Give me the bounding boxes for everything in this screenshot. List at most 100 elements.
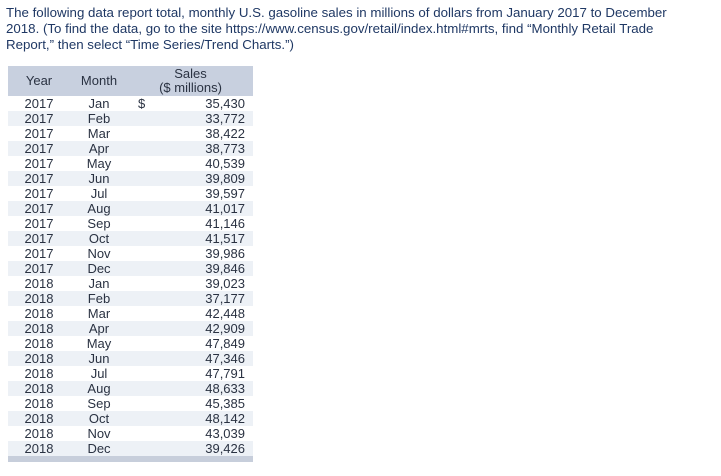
sales-cell: 47,849 <box>128 336 253 351</box>
month-cell: May <box>86 156 112 171</box>
sales-cell: 39,986 <box>128 246 253 261</box>
year-cell: 2017 <box>8 141 70 156</box>
sales-cell: 41,146 <box>128 216 253 231</box>
month-column-header: Month <box>70 66 128 96</box>
table-row: 2018 Apr 42,909 <box>8 321 253 336</box>
sales-cell: 39,426 <box>128 441 253 456</box>
table-row: 2017 Feb 33,772 <box>8 111 253 126</box>
sales-value: 48,142 <box>205 411 245 426</box>
year-cell: 2017 <box>8 111 70 126</box>
year-cell: 2018 <box>24 366 54 381</box>
month-cell: Aug <box>70 381 128 396</box>
month-cell: Jan <box>88 276 110 291</box>
table-row: 2017 Mar 38,422 <box>8 126 253 141</box>
table-row: 2017 Jan $ 35,430 <box>8 96 253 111</box>
month-cell: Mar <box>87 126 111 141</box>
sales-value: 35,430 <box>205 96 245 111</box>
year-cell: 2017 <box>24 126 54 141</box>
year-cell: 2018 <box>8 321 70 336</box>
sales-value: 47,849 <box>205 336 245 351</box>
sales-value: 38,773 <box>205 141 245 156</box>
sales-cell: 48,142 <box>128 411 253 426</box>
sales-value: 41,146 <box>205 216 245 231</box>
month-cell: Jun <box>70 351 128 366</box>
year-cell: 2017 <box>24 96 54 111</box>
year-cell: 2018 <box>8 441 70 456</box>
month-cell: Oct <box>70 411 128 426</box>
table-row: 2017 Dec 39,846 <box>8 261 253 276</box>
sales-cell: 33,772 <box>128 111 253 126</box>
sales-cell: 39,846 <box>128 261 253 276</box>
footer-bar-row <box>8 456 253 462</box>
sales-cell: 42,909 <box>128 321 253 336</box>
table-row: 2018 Nov 43,039 <box>8 426 253 441</box>
sales-value: 41,517 <box>205 231 245 246</box>
month-cell: Aug <box>70 201 128 216</box>
header-row: Year Month Sales ($ millions) <box>8 66 253 96</box>
year-cell: 2017 <box>24 156 54 171</box>
currency-symbol: $ <box>138 96 146 111</box>
sales-value: 38,422 <box>205 126 245 141</box>
month-cell: May <box>86 336 112 351</box>
month-cell: Feb <box>70 111 128 126</box>
month-cell: Sep <box>87 396 111 411</box>
sales-cell: 47,346 <box>128 351 253 366</box>
table-row: 2018 Jul 47,791 <box>8 366 253 381</box>
sales-value: 40,539 <box>205 156 245 171</box>
year-cell: 2017 <box>24 246 54 261</box>
sales-cell: 40,539 <box>128 156 253 171</box>
sales-value: 42,448 <box>205 306 245 321</box>
table-row: 2017 Nov 39,986 <box>8 246 253 261</box>
sales-value: 43,039 <box>205 426 245 441</box>
sales-value: 42,909 <box>205 321 245 336</box>
table-footer <box>8 456 253 462</box>
table-row: 2017 May 40,539 <box>8 156 253 171</box>
sales-cell: 38,422 <box>128 126 253 141</box>
year-cell: 2017 <box>24 186 54 201</box>
sales-value: 39,426 <box>205 441 245 456</box>
sales-cell: 39,597 <box>128 186 253 201</box>
year-cell: 2018 <box>24 396 54 411</box>
table-row: 2018 Dec 39,426 <box>8 441 253 456</box>
month-cell: Jul <box>90 366 108 381</box>
sales-value: 41,017 <box>205 201 245 216</box>
sales-value: 39,023 <box>205 276 245 291</box>
table-row: 2017 Jun 39,809 <box>8 171 253 186</box>
intro-line: Report,” then select “Time Series/Trend … <box>6 37 294 52</box>
sales-cell: $ 35,430 <box>128 96 253 111</box>
sales-column-header: Sales ($ millions) <box>128 66 253 96</box>
table-header: Year Month Sales ($ millions) <box>8 66 253 96</box>
year-column-header: Year <box>8 66 70 96</box>
month-cell: Jul <box>90 186 108 201</box>
intro-line: The following data report total, monthly… <box>6 5 667 20</box>
table-row: 2017 Aug 41,017 <box>8 201 253 216</box>
table-row: 2017 Oct 41,517 <box>8 231 253 246</box>
sales-cell: 39,809 <box>128 171 253 186</box>
year-cell: 2018 <box>8 351 70 366</box>
intro-paragraph: The following data report total, monthly… <box>0 0 721 53</box>
sales-value: 39,846 <box>205 261 245 276</box>
year-cell: 2018 <box>8 291 70 306</box>
sales-value: 37,177 <box>205 291 245 306</box>
year-cell: 2017 <box>8 261 70 276</box>
month-cell: Oct <box>70 231 128 246</box>
month-cell: Apr <box>70 141 128 156</box>
year-cell: 2017 <box>8 231 70 246</box>
table-row: 2018 Sep 45,385 <box>8 396 253 411</box>
sales-cell: 38,773 <box>128 141 253 156</box>
sales-value: 45,385 <box>205 396 245 411</box>
month-cell: Sep <box>87 216 111 231</box>
sales-header-line2: ($ millions) <box>159 80 222 95</box>
table-row: 2018 May 47,849 <box>8 336 253 351</box>
sales-cell: 45,385 <box>128 396 253 411</box>
year-cell: 2018 <box>8 411 70 426</box>
gasoline-sales-table: Year Month Sales ($ millions) 2017 Jan <box>8 66 253 462</box>
year-cell: 2017 <box>8 171 70 186</box>
year-cell: 2017 <box>8 201 70 216</box>
sales-cell: 43,039 <box>128 426 253 441</box>
year-cell: 2018 <box>8 381 70 396</box>
sales-cell: 41,517 <box>128 231 253 246</box>
table-row: 2018 Oct 48,142 <box>8 411 253 426</box>
intro-line: 2018. (To find the data, go to the site … <box>6 21 654 36</box>
table-row: 2017 Apr 38,773 <box>8 141 253 156</box>
